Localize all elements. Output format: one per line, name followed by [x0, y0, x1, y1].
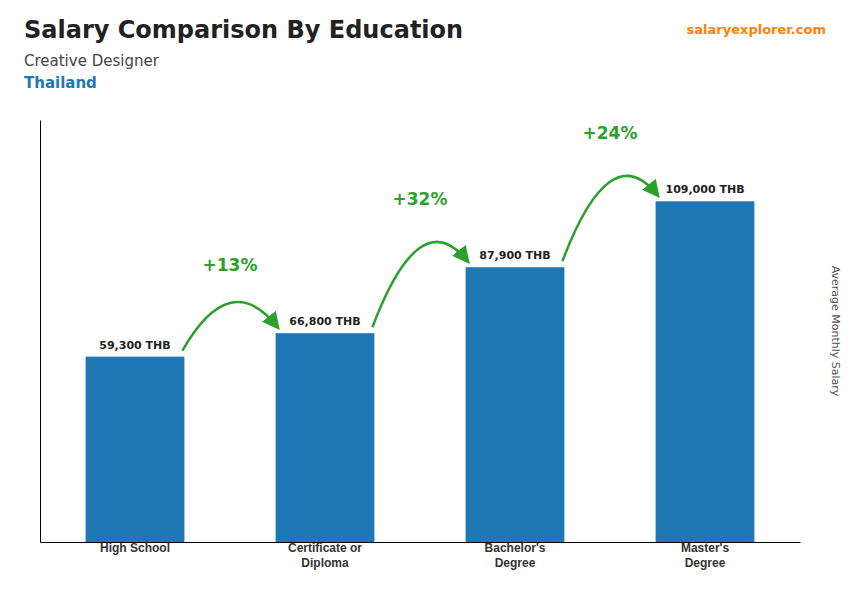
x-tick-label-line: Degree: [495, 556, 536, 570]
data-labels: 59,300 THB 66,800 THB 87,900 THB 109,000 TH…: [99, 183, 744, 351]
change-arrow: [562, 176, 657, 261]
bar: [276, 333, 375, 542]
change-arrow: [372, 242, 467, 327]
change-label: +24%: [583, 123, 638, 143]
subtitle: Thailand: [24, 74, 97, 92]
data-label: 109,000 THB: [665, 183, 744, 196]
x-tick: Bachelor'sDegree: [485, 541, 546, 570]
chart-container: Salary Comparison By Education Creative D…: [0, 0, 850, 606]
bar: [656, 201, 755, 542]
x-tick-label-line: Diploma: [301, 556, 349, 570]
x-tick: Certificate orDiploma: [288, 541, 362, 570]
change-arrow: [182, 302, 277, 351]
plot-area: [86, 201, 755, 542]
x-tick-label-line: Degree: [685, 556, 726, 570]
bar: [86, 357, 185, 542]
x-tick-label: Bachelor'sDegree: [485, 541, 546, 570]
y-axis-title: Average Monthly Salary: [829, 266, 842, 397]
y-axis: [40, 121, 41, 543]
watermark: salaryexplorer.com: [687, 22, 826, 37]
x-tick-label: Master'sDegree: [681, 541, 730, 570]
x-axis: High School Certificate orDiploma Bachelor…: [41, 541, 801, 570]
change-label: +32%: [393, 189, 448, 209]
x-tick-label-line: Certificate or: [288, 541, 362, 555]
y-axis-line: [40, 121, 41, 543]
x-tick-label-line: High School: [100, 541, 170, 555]
x-tick-label: High School: [100, 541, 170, 555]
x-tick: High School: [100, 541, 170, 555]
bar: [466, 267, 565, 542]
x-tick-label-line: Bachelor's: [485, 541, 546, 555]
x-tick-label: Certificate orDiploma: [288, 541, 362, 570]
annotations: +13% +32% +24% salaryexplorer.com: [182, 22, 826, 351]
data-label: 87,900 THB: [479, 249, 550, 262]
chart: Salary Comparison By Education Creative D…: [0, 0, 850, 606]
title: Salary Comparison By Education: [24, 16, 463, 44]
data-label: 59,300 THB: [99, 339, 170, 352]
data-label: 66,800 THB: [289, 315, 360, 328]
x-tick: Master'sDegree: [681, 541, 730, 570]
subtitle: Creative Designer: [24, 52, 160, 70]
change-label: +13%: [203, 255, 258, 275]
x-tick-label-line: Master's: [681, 541, 730, 555]
